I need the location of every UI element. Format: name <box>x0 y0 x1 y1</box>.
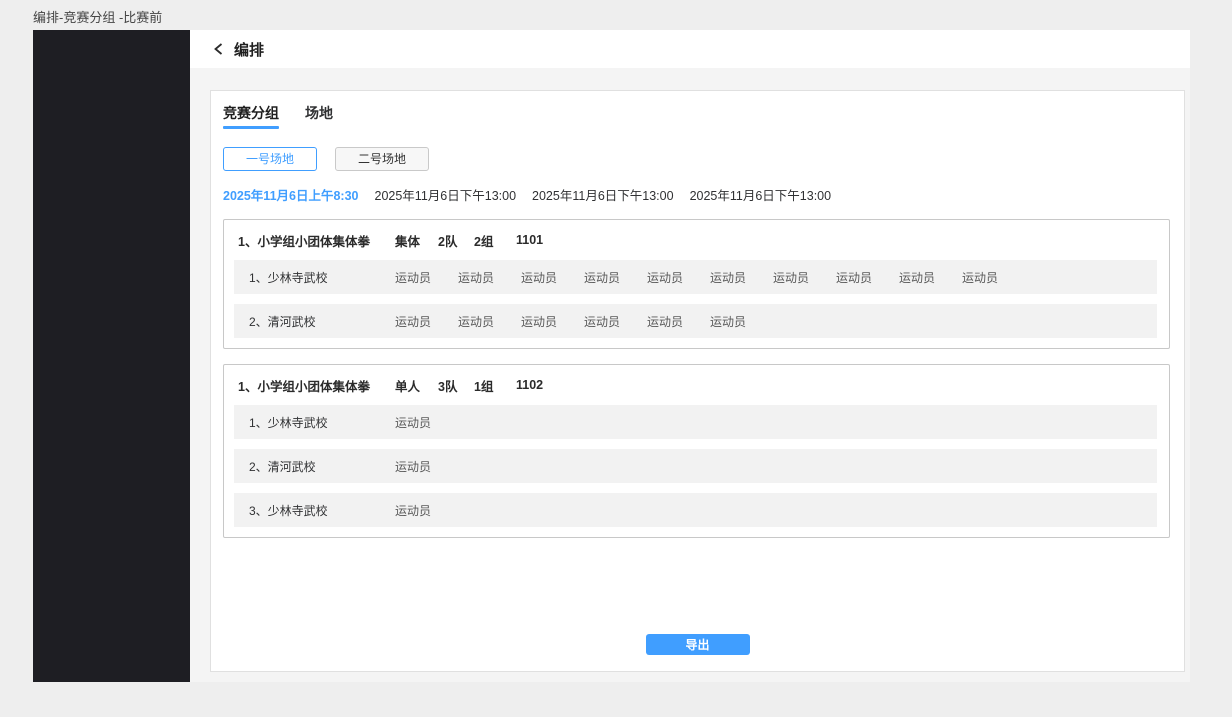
team-name: 2、清河武校 <box>249 459 316 474</box>
team-row: 1、少林寺武校 运动员 <box>234 405 1157 439</box>
session-tab-4[interactable]: 2025年11月6日下午13:00 <box>689 189 832 203</box>
athlete-cell: 运动员 <box>521 270 558 285</box>
tab-competition-groups[interactable]: 竞赛分组 <box>223 103 279 131</box>
athlete-cell: 运动员 <box>395 270 432 285</box>
group-header: 1、小学组小团体集体拳 集体 2队 2组 1101 <box>234 220 1157 260</box>
content-panel: 竞赛分组 场地 一号场地 二号场地 2025年11月6日上午8:30 2025年11月… <box>210 90 1185 672</box>
group-code: 1101 <box>516 233 544 247</box>
athlete-cell: 运动员 <box>710 270 747 285</box>
athlete-cell: 运动员 <box>647 314 684 329</box>
athlete-cell: 运动员 <box>395 503 432 518</box>
athlete-cell: 运动员 <box>458 314 495 329</box>
group-group-count: 1组 <box>474 379 494 394</box>
group-header: 1、小学组小团体集体拳 单人 3队 1组 1102 <box>234 365 1157 405</box>
athlete-cell: 运动员 <box>899 270 936 285</box>
athlete-cell: 运动员 <box>395 314 432 329</box>
team-name: 2、清河武校 <box>249 314 316 329</box>
tab-bar: 竞赛分组 场地 <box>223 103 1170 131</box>
session-tab-1[interactable]: 2025年11月6日上午8:30 <box>223 189 359 203</box>
page-title: 编排 <box>234 41 265 59</box>
team-name: 3、少林寺武校 <box>249 503 328 518</box>
athlete-cell: 运动员 <box>458 270 495 285</box>
athlete-cell: 运动员 <box>395 459 432 474</box>
group-team-count: 2队 <box>438 234 458 249</box>
breadcrumb: 编排-竞赛分组 -比赛前 <box>33 10 163 25</box>
back-button[interactable] <box>210 40 228 58</box>
venue-button-2[interactable]: 二号场地 <box>335 147 430 171</box>
group-title: 1、小学组小团体集体拳 <box>238 379 370 394</box>
athlete-cell: 运动员 <box>773 270 810 285</box>
group-group-count: 2组 <box>474 234 494 249</box>
group-title: 1、小学组小团体集体拳 <box>238 234 370 249</box>
group-type: 集体 <box>395 234 421 249</box>
team-row: 2、清河武校 运动员 运动员 运动员 运动员 运动员 运动员 <box>234 304 1157 338</box>
athlete-cell: 运动员 <box>584 270 621 285</box>
athlete-cell: 运动员 <box>395 415 432 430</box>
group-code: 1102 <box>516 378 544 392</box>
chevron-left-icon <box>214 43 223 55</box>
tab-venue[interactable]: 场地 <box>305 105 333 121</box>
venue-button-group: 一号场地 二号场地 <box>223 147 1170 171</box>
main-area: 编排 竞赛分组 场地 一号场地 二号场地 2025年11月6日上午8:30 2025年… <box>190 30 1190 682</box>
team-row: 1、少林寺武校 运动员 运动员 运动员 运动员 运动员 运动员 运动员 运动员 运动员 运动员 <box>234 260 1157 294</box>
athlete-cell: 运动员 <box>647 270 684 285</box>
athlete-cell: 运动员 <box>521 314 558 329</box>
group-team-count: 3队 <box>438 379 458 394</box>
group-card-list: 1、小学组小团体集体拳 集体 2队 2组 1101 1、少林寺武校 运动员 运动员 运动员 运动员… <box>223 219 1170 538</box>
session-date-list: 2025年11月6日上午8:30 2025年11月6日下午13:00 2025年11… <box>223 185 1170 204</box>
group-type: 单人 <box>395 379 421 394</box>
session-tab-2[interactable]: 2025年11月6日下午13:00 <box>374 189 517 203</box>
athlete-cell: 运动员 <box>584 314 621 329</box>
sidebar <box>33 30 190 682</box>
page-header: 编排 <box>190 30 1190 68</box>
venue-button-1[interactable]: 一号场地 <box>223 147 318 171</box>
athlete-cell: 运动员 <box>962 270 999 285</box>
athlete-cell: 运动员 <box>836 270 873 285</box>
session-tab-3[interactable]: 2025年11月6日下午13:00 <box>532 189 674 203</box>
group-card: 1、小学组小团体集体拳 单人 3队 1组 1102 1、少林寺武校 运动员 2、清河武校 运动员… <box>223 364 1170 538</box>
team-row: 3、少林寺武校 运动员 <box>234 493 1157 527</box>
team-name: 1、少林寺武校 <box>249 415 328 430</box>
team-name: 1、少林寺武校 <box>249 270 328 285</box>
group-card: 1、小学组小团体集体拳 集体 2队 2组 1101 1、少林寺武校 运动员 运动员 运动员 运动员… <box>223 219 1170 349</box>
team-row: 2、清河武校 运动员 <box>234 449 1157 483</box>
export-button[interactable]: 导出 <box>645 634 750 655</box>
athlete-cell: 运动员 <box>710 314 747 329</box>
